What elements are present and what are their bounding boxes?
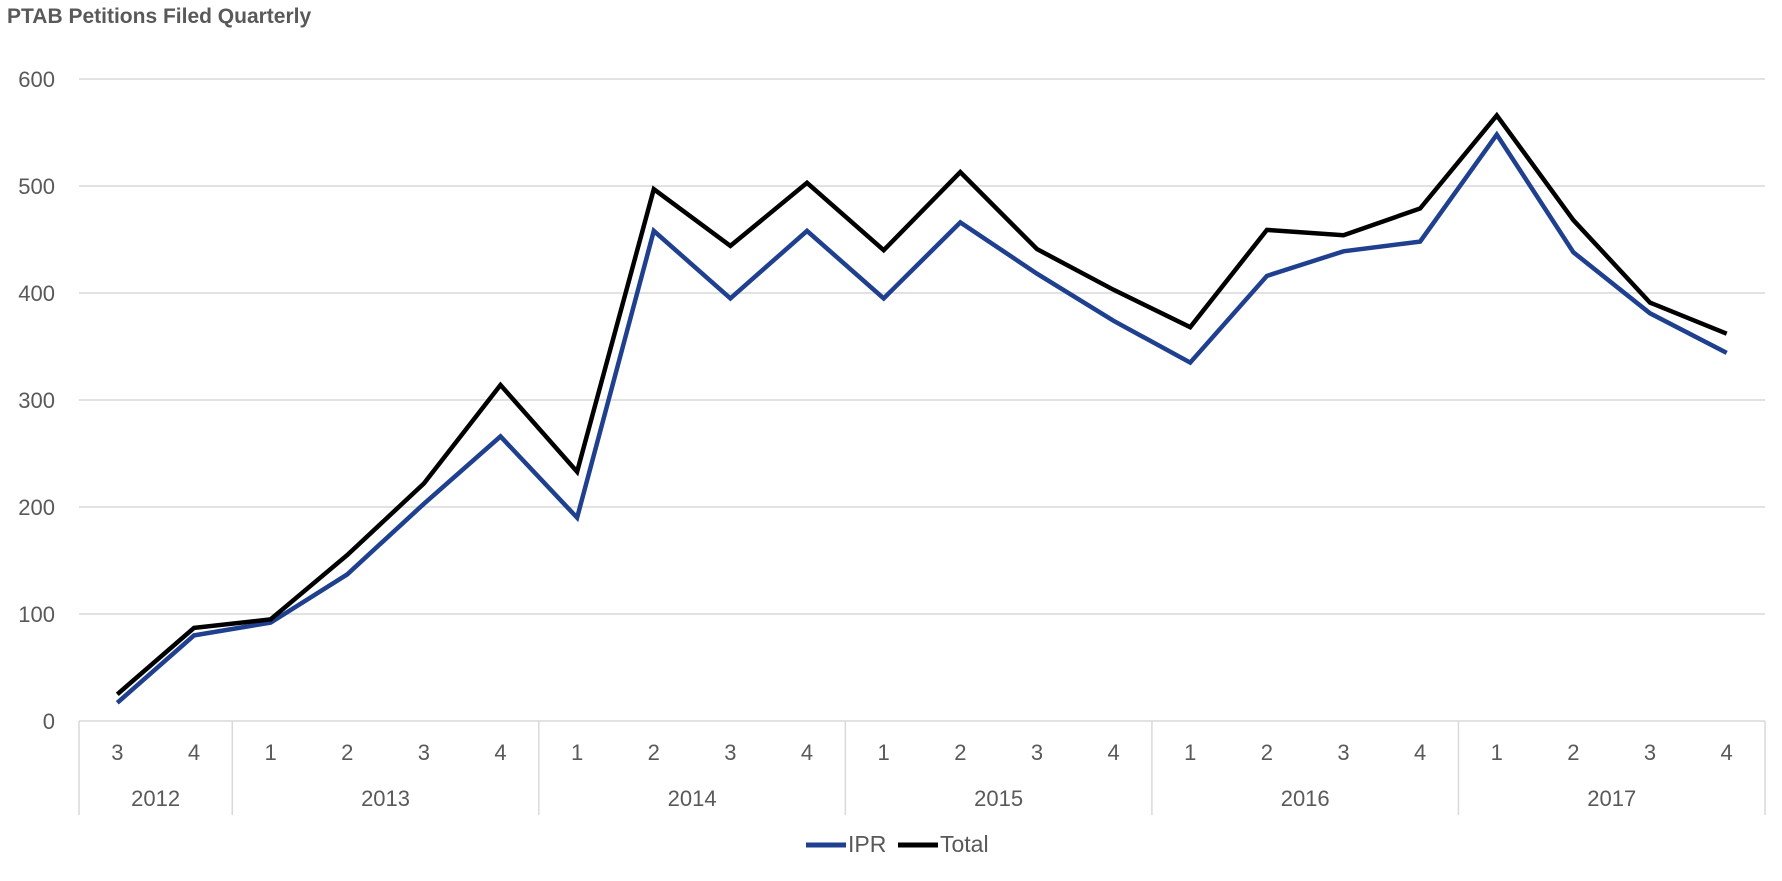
x-tick-label: 2	[341, 740, 353, 765]
y-axis: 0 100 200 300 400 500 600	[18, 67, 55, 734]
series-line-ipr	[117, 135, 1726, 703]
x-group-label: 2012	[131, 786, 180, 811]
series-lines	[117, 115, 1727, 703]
x-tick-label: 2	[1567, 740, 1579, 765]
x-tick-label: 1	[878, 740, 890, 765]
x-group-label: 2017	[1587, 786, 1636, 811]
legend: IPR Total	[806, 831, 989, 857]
y-tick-label: 200	[18, 495, 55, 520]
x-tick-label: 4	[1414, 740, 1426, 765]
y-tick-label: 500	[18, 174, 55, 199]
x-axis: 3 4 1 2 3 4 1 2 3 4 1 2 3 4 1 2 3 4 1 2 3 4 2012 2013 2014 2015 20…	[79, 721, 1765, 815]
x-tick-label: 2	[648, 740, 660, 765]
x-tick-label: 1	[264, 740, 276, 765]
x-group-label: 2014	[668, 786, 717, 811]
y-tick-label: 100	[18, 602, 55, 627]
x-tick-label: 1	[571, 740, 583, 765]
x-tick-label: 1	[1184, 740, 1196, 765]
x-tick-label: 1	[1491, 740, 1503, 765]
x-group-label: 2013	[361, 786, 410, 811]
x-tick-label: 3	[724, 740, 736, 765]
x-tick-label: 3	[1337, 740, 1349, 765]
series-line-total	[117, 115, 1726, 694]
x-tick-label: 3	[1644, 740, 1656, 765]
x-tick-label: 4	[1107, 740, 1119, 765]
x-tick-label: 3	[1031, 740, 1043, 765]
y-tick-label: 600	[18, 67, 55, 92]
x-group-label: 2016	[1281, 786, 1330, 811]
x-tick-label: 4	[494, 740, 506, 765]
x-group-label: 2015	[974, 786, 1023, 811]
legend-label: Total	[940, 831, 989, 857]
x-tick-label: 2	[954, 740, 966, 765]
x-tick-label: 4	[188, 740, 200, 765]
x-tick-label: 3	[111, 740, 123, 765]
x-tick-label: 3	[418, 740, 430, 765]
y-tick-label: 0	[43, 709, 55, 734]
y-tick-label: 400	[18, 281, 55, 306]
x-tick-label: 4	[801, 740, 813, 765]
x-tick-label: 2	[1261, 740, 1273, 765]
y-tick-label: 300	[18, 388, 55, 413]
x-tick-label: 4	[1721, 740, 1733, 765]
legend-label: IPR	[848, 831, 886, 857]
gridlines	[79, 79, 1765, 721]
